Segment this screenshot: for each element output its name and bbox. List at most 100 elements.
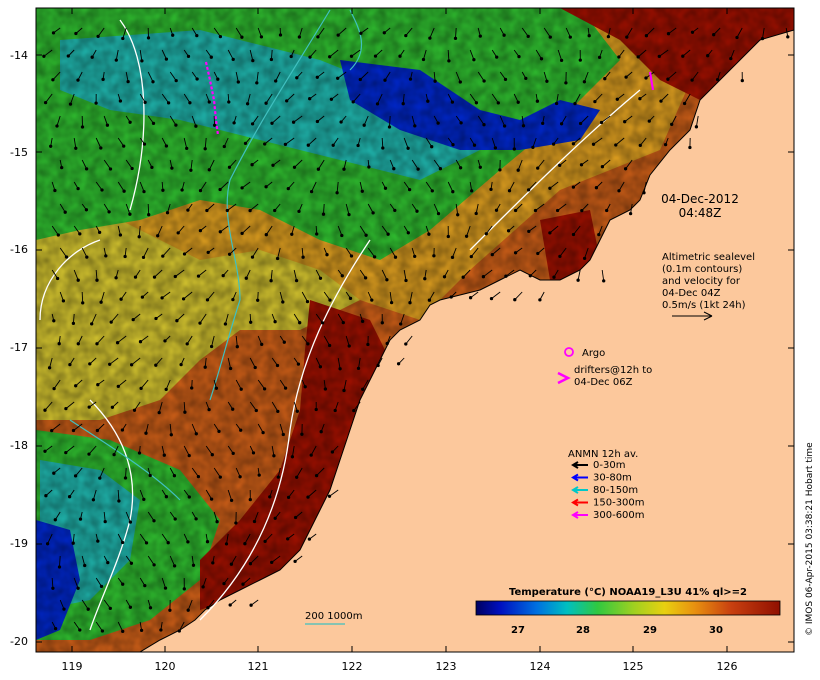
velocity-arrow-head bbox=[482, 123, 486, 127]
velocity-arrow-head bbox=[624, 75, 628, 79]
drifter-tracks bbox=[204, 61, 655, 136]
velocity-arrow-head bbox=[706, 54, 710, 58]
velocity-arrow bbox=[207, 599, 215, 609]
velocity-arrow-head bbox=[349, 254, 354, 258]
velocity-arrow-head bbox=[172, 564, 177, 568]
velocity-arrow-head bbox=[415, 209, 419, 213]
velocity-arrow-head bbox=[61, 299, 66, 303]
velocity-arrow bbox=[143, 247, 149, 258]
velocity-arrow-head bbox=[142, 142, 147, 146]
velocity-arrow bbox=[307, 489, 317, 498]
velocity-arrow-head bbox=[118, 233, 123, 237]
velocity-arrow bbox=[161, 577, 166, 589]
velocity-arrow-head bbox=[340, 233, 344, 238]
velocity-arrow bbox=[505, 269, 515, 277]
velocity-arrow bbox=[470, 247, 479, 257]
velocity-arrow bbox=[161, 93, 169, 104]
velocity-arrow-head bbox=[168, 608, 172, 612]
velocity-arrow-head bbox=[56, 233, 60, 237]
x-axis: 119 120 121 122 123 124 125 126 bbox=[62, 660, 738, 673]
anmn-swatch-head bbox=[571, 473, 579, 482]
velocity-arrow bbox=[103, 159, 111, 170]
velocity-arrow-head bbox=[361, 387, 365, 391]
velocity-arrow bbox=[59, 555, 61, 568]
velocity-arrow-head bbox=[42, 54, 46, 58]
velocity-arrow-head bbox=[108, 167, 113, 171]
velocity-arrow-head bbox=[243, 542, 247, 546]
velocity-arrow-head bbox=[657, 54, 661, 59]
velocity-arrow-head bbox=[227, 252, 232, 256]
velocity-arrow-head bbox=[364, 233, 368, 237]
x-tick-marks bbox=[71, 8, 728, 652]
velocity-arrow-head bbox=[548, 186, 552, 190]
velocity-arrow bbox=[377, 93, 383, 105]
velocity-arrow-head bbox=[132, 408, 137, 412]
velocity-arrow-head bbox=[163, 339, 167, 343]
velocity-arrow-head bbox=[78, 232, 82, 236]
velocity-arrow-head bbox=[376, 363, 380, 368]
velocity-arrow-head bbox=[147, 213, 151, 217]
velocity-arrow bbox=[381, 225, 389, 235]
velocity-arrow-head bbox=[223, 322, 228, 326]
velocity-arrow-head bbox=[273, 516, 277, 520]
velocity-arrow-head bbox=[385, 278, 389, 282]
velocity-arrow bbox=[323, 335, 330, 346]
velocity-arrow bbox=[573, 225, 581, 235]
velocity-arrow-head bbox=[314, 473, 319, 478]
velocity-arrow-head bbox=[196, 274, 201, 278]
velocity-arrow-head bbox=[171, 33, 175, 37]
velocity-arrow bbox=[139, 489, 145, 500]
velocity-arrow-head bbox=[404, 278, 408, 283]
velocity-arrow-head bbox=[251, 451, 256, 455]
velocity-arrow bbox=[601, 269, 605, 281]
velocity-arrow-head bbox=[106, 560, 110, 565]
velocity-arrow bbox=[235, 379, 242, 390]
velocity-arrow-head bbox=[43, 408, 47, 412]
velocity-arrow bbox=[455, 27, 457, 39]
colorbar bbox=[475, 600, 781, 616]
velocity-arrow-head bbox=[248, 562, 253, 566]
velocity-arrow bbox=[211, 335, 215, 347]
velocity-arrow bbox=[291, 445, 295, 457]
velocity-arrow-head bbox=[482, 79, 486, 83]
velocity-arrow-head bbox=[91, 498, 96, 502]
velocity-arrow-head bbox=[143, 583, 147, 588]
velocity-arrow bbox=[537, 159, 545, 169]
velocity-arrow-head bbox=[406, 231, 410, 235]
velocity-arrow bbox=[205, 445, 213, 455]
velocity-arrow bbox=[535, 49, 542, 60]
velocity-arrow bbox=[117, 335, 127, 344]
velocity-arrow bbox=[147, 203, 150, 215]
velocity-arrow-head bbox=[129, 561, 134, 565]
velocity-arrow bbox=[345, 335, 350, 347]
velocity-arrow-head bbox=[64, 255, 69, 259]
velocity-arrow-head bbox=[110, 405, 115, 409]
velocity-arrow-head bbox=[98, 476, 102, 480]
velocity-arrow-head bbox=[119, 297, 123, 301]
velocity-arrow-head bbox=[186, 608, 190, 612]
plot-frame bbox=[35, 7, 795, 653]
velocity-arrow-head bbox=[408, 77, 413, 81]
velocity-arrow-head bbox=[90, 55, 94, 59]
velocity-arrow bbox=[580, 115, 589, 124]
velocity-arrow bbox=[96, 335, 105, 345]
velocity-arrow-head bbox=[446, 234, 450, 239]
velocity-arrow-head bbox=[372, 255, 377, 259]
velocity-arrow-head bbox=[494, 208, 499, 212]
velocity-arrow bbox=[362, 379, 369, 390]
velocity-arrow-head bbox=[74, 146, 78, 150]
velocity-arrow-head bbox=[644, 76, 648, 80]
velocity-arrow bbox=[161, 533, 169, 543]
velocity-arrow-head bbox=[690, 30, 695, 34]
velocity-arrow-head bbox=[60, 165, 64, 170]
velocity-arrow-head bbox=[74, 384, 78, 388]
velocity-arrow-head bbox=[62, 607, 66, 611]
velocity-arrow bbox=[316, 467, 325, 476]
velocity-arrow-head bbox=[224, 542, 229, 546]
velocity-arrow bbox=[53, 379, 61, 389]
velocity-arrow-head bbox=[148, 606, 153, 610]
velocity-arrow bbox=[405, 335, 413, 345]
velocity-arrow-head bbox=[225, 208, 229, 213]
velocity-arrow-head bbox=[185, 342, 189, 346]
velocity-arrow-head bbox=[64, 450, 68, 455]
